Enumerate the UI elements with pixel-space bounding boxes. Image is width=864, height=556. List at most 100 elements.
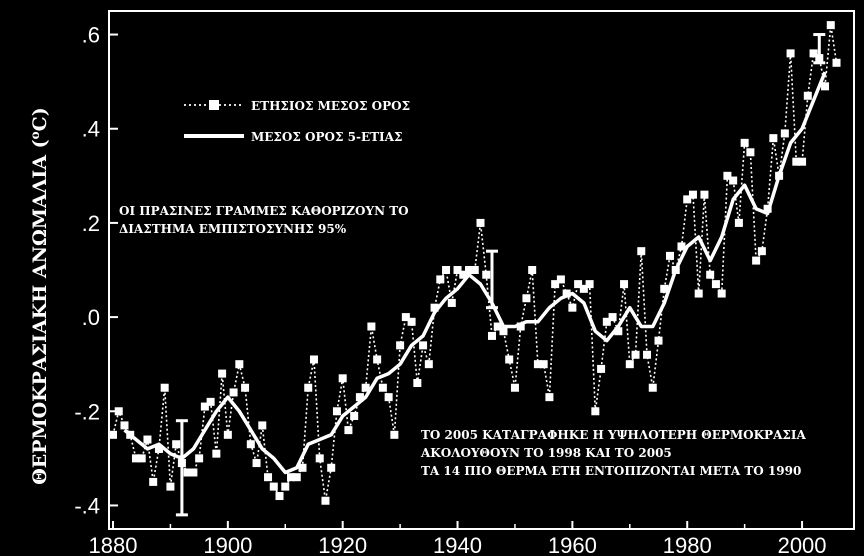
annual-mean-point bbox=[200, 402, 209, 411]
annual-mean-point bbox=[798, 157, 807, 166]
x-tick-label: 1940 bbox=[433, 533, 482, 556]
annual-mean-point bbox=[401, 313, 410, 322]
annual-mean-point bbox=[390, 430, 399, 439]
annual-mean-point bbox=[476, 218, 485, 227]
annual-mean-point bbox=[172, 440, 181, 449]
x-tick-label: 1880 bbox=[89, 533, 138, 556]
annual-mean-point bbox=[229, 388, 238, 397]
annual-mean-point bbox=[683, 195, 692, 204]
annual-mean-point bbox=[206, 397, 215, 406]
annual-mean-point bbox=[631, 350, 640, 359]
annual-mean-point bbox=[510, 383, 519, 392]
annual-mean-point bbox=[384, 393, 393, 402]
annual-mean-point bbox=[413, 379, 422, 388]
annual-mean-point bbox=[183, 468, 192, 477]
annual-mean-point bbox=[660, 284, 669, 293]
annual-mean-point bbox=[252, 459, 261, 468]
annual-mean-point bbox=[482, 270, 491, 279]
annual-mean-point bbox=[212, 449, 221, 458]
annual-mean-point bbox=[396, 341, 405, 350]
confidence-note: ΟΙ ΠΡΑΣΙΝΕΣ ΓΡΑΜΜΕΣ ΚΑΘΟΡΙΖΟΥΝ ΤΟ ΔΙΑΣΤΗ… bbox=[119, 204, 409, 236]
y-tick-label: .0 bbox=[82, 305, 100, 330]
error-bars bbox=[175, 33, 826, 517]
annual-mean-point bbox=[275, 492, 284, 501]
axis-ticks bbox=[109, 33, 804, 529]
annual-mean-point bbox=[269, 482, 278, 491]
annual-mean-point bbox=[717, 289, 726, 298]
annual-mean-point bbox=[378, 383, 387, 392]
record-note-line-2: ΑΚΟΛΟΥΘΟΥΝ ΤΟ 1998 ΚΑΙ ΤΟ 2005 bbox=[420, 446, 672, 460]
annual-mean-point bbox=[533, 360, 542, 369]
annual-mean-point bbox=[264, 473, 273, 482]
annual-mean-point bbox=[373, 355, 382, 364]
annual-mean-point bbox=[246, 440, 255, 449]
annual-mean-point bbox=[453, 266, 462, 274]
confidence-note-line-1: ΟΙ ΠΡΑΣΙΝΕΣ ΓΡΑΜΜΕΣ ΚΑΘΟΡΙΖΟΥΝ ΤΟ bbox=[119, 204, 409, 218]
annual-mean-point bbox=[338, 374, 347, 383]
annual-mean-point bbox=[522, 294, 531, 303]
five-year-mean-line bbox=[123, 71, 827, 475]
annual-mean-point bbox=[539, 360, 548, 369]
annual-mean-point bbox=[792, 157, 801, 166]
y-tick-label: .4 bbox=[82, 117, 100, 142]
annual-mean-point bbox=[309, 355, 318, 364]
confidence-note-line-2: ΔΙΑΣΤΗΜΑ ΕΜΠΙΣΤΟΣΥΝΗΣ 95% bbox=[119, 222, 347, 236]
annual-mean-point bbox=[154, 444, 163, 453]
annual-mean-point bbox=[614, 327, 623, 336]
annual-mean-point bbox=[355, 393, 364, 402]
x-tick-label: 1900 bbox=[203, 533, 252, 556]
y-tick-label: .6 bbox=[82, 23, 100, 48]
annual-mean-point bbox=[677, 242, 686, 251]
annual-mean-point bbox=[327, 463, 336, 472]
y-axis-title-unit: C) bbox=[29, 107, 51, 131]
annual-mean-point bbox=[499, 327, 508, 336]
annual-mean-point bbox=[223, 430, 232, 439]
annual-mean-point bbox=[545, 393, 554, 402]
plot-frame bbox=[108, 10, 855, 530]
annual-mean-point bbox=[149, 477, 158, 486]
annual-mean-point bbox=[740, 138, 749, 147]
tick-labels: 1880 1900 1920 1940 1960 1980 2000 -.4 -.2 .0 .2 .4… bbox=[74, 23, 826, 556]
annual-mean-point bbox=[218, 369, 227, 378]
legend: ΕΤΗΣΙΟΣ ΜΕΣΟΣ ΟΡΟΣ ΜΕΣΟΣ ΟΡΟΣ 5-ΕΤΙΑΣ bbox=[184, 99, 410, 144]
annual-mean-point bbox=[706, 270, 715, 279]
record-note: ΤΟ 2005 ΚΑΤΑΓΡΑΦΗΚΕ Η ΥΨΗΛΟΤΕΡΗ ΘΕΡΜΟΚΡΑ… bbox=[420, 428, 806, 478]
annual-mean-point bbox=[459, 270, 468, 279]
annual-mean-point bbox=[602, 317, 611, 326]
annual-mean-point bbox=[344, 426, 353, 435]
annual-mean-point bbox=[648, 383, 657, 392]
annual-mean-point bbox=[700, 190, 709, 199]
annual-mean-point bbox=[287, 473, 296, 482]
annual-mean-point bbox=[120, 421, 129, 430]
annual-mean-point bbox=[608, 313, 617, 322]
annual-mean-point bbox=[447, 298, 456, 307]
annual-mean-point bbox=[625, 360, 634, 369]
annual-mean-point bbox=[826, 21, 835, 30]
annual-mean-point bbox=[585, 280, 594, 289]
annual-mean-point bbox=[160, 383, 169, 392]
y-tick-label: .2 bbox=[82, 211, 100, 236]
y-axis-title-superscript: o bbox=[28, 131, 42, 139]
annual-mean-point bbox=[574, 280, 583, 289]
annual-mean-point bbox=[304, 383, 313, 392]
annual-mean-point bbox=[591, 407, 600, 416]
y-tick-label: -.4 bbox=[74, 493, 100, 518]
annual-mean-point bbox=[746, 148, 755, 157]
legend-smooth-label: ΜΕΣΟΣ ΟΡΟΣ 5-ΕΤΙΑΣ bbox=[251, 130, 402, 144]
annual-mean-point bbox=[235, 360, 244, 369]
annual-mean-point bbox=[786, 49, 795, 58]
annual-mean-point bbox=[723, 171, 732, 180]
annual-mean-point bbox=[803, 91, 812, 100]
annual-mean-point bbox=[470, 266, 479, 274]
annual-mean-point bbox=[688, 190, 697, 199]
annual-mean-point bbox=[769, 134, 778, 143]
annual-mean-point bbox=[189, 468, 198, 477]
annual-mean-point bbox=[131, 454, 140, 463]
annual-mean-point bbox=[752, 256, 761, 265]
annual-mean-point bbox=[195, 454, 204, 463]
annual-mean-point bbox=[637, 247, 646, 256]
annual-mean-point bbox=[143, 435, 152, 444]
annual-mean-point bbox=[556, 275, 565, 284]
annual-mean-point bbox=[579, 284, 588, 293]
annual-mean-point bbox=[419, 341, 428, 350]
